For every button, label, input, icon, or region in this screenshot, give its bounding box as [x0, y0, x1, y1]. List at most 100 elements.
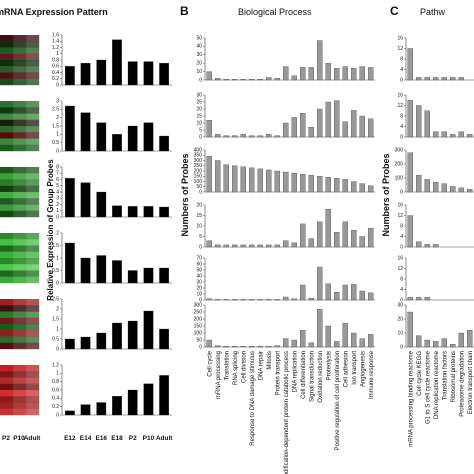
x-tick-label: mRNA processing binding reactome — [408, 350, 414, 446]
heatmap-cell — [0, 167, 14, 174]
y-tick-label: 30 — [196, 279, 202, 285]
y-tick-label: 250 — [194, 163, 203, 169]
heatmap-cell — [26, 390, 40, 397]
bar — [308, 175, 314, 193]
y-tick-label: 1 — [56, 326, 59, 332]
heatmap-cell — [26, 377, 40, 384]
heatmap-cell — [0, 198, 14, 205]
heatmap-cell — [26, 53, 40, 61]
y-tick-label: 50 — [196, 35, 202, 41]
bar — [223, 346, 229, 348]
heatmap-cell — [26, 383, 40, 391]
heatmap-cell — [0, 113, 14, 120]
bar — [283, 240, 289, 248]
y-tick-label: 100 — [194, 330, 203, 336]
bar — [249, 299, 255, 301]
y-tick-label: 0 — [199, 77, 202, 83]
bar — [112, 396, 122, 416]
x-tick-label: Adult — [156, 435, 173, 442]
panel-title: Pathw — [420, 7, 446, 17]
bar — [334, 232, 340, 248]
bar — [232, 165, 238, 193]
heatmap-cell — [13, 299, 27, 306]
bar — [416, 77, 422, 81]
bar — [143, 310, 154, 350]
x-tick-label: E18 — [111, 435, 123, 442]
heatmap-cell — [0, 377, 14, 384]
bar — [291, 339, 297, 348]
bar — [143, 267, 154, 284]
y-tick-label: 0 — [56, 346, 59, 352]
bar — [274, 345, 280, 348]
heatmap-cell — [0, 336, 14, 343]
bar — [291, 172, 297, 193]
y-tick-label: 10 — [196, 69, 202, 75]
bar — [300, 223, 306, 248]
bar — [266, 77, 272, 81]
heatmap-cell — [0, 396, 14, 403]
x-tick-label: Signal transduction — [309, 351, 315, 402]
heatmap-cell — [26, 192, 40, 199]
bar — [342, 179, 348, 193]
bar — [64, 410, 75, 416]
x-tick-label: E12 — [64, 435, 76, 442]
bar — [240, 166, 246, 193]
bar — [206, 71, 212, 81]
heatmap-cell — [13, 245, 27, 252]
heatmap-cell — [0, 138, 14, 145]
heatmap-cell — [13, 396, 27, 403]
bar — [274, 170, 280, 193]
bar — [64, 66, 75, 86]
heatmap-cell — [13, 311, 27, 318]
bar — [96, 255, 107, 284]
y-axis-label: Numbers of Probes — [180, 153, 190, 236]
bar — [308, 298, 314, 301]
heatmap-cell — [26, 185, 40, 193]
y-tick-label: 10 — [196, 291, 202, 297]
bar — [215, 345, 221, 348]
heatmap-cell — [13, 66, 27, 73]
y-tick-label: 30 — [196, 52, 202, 58]
bar — [249, 167, 255, 193]
bar — [232, 346, 238, 348]
x-tick-label: Electron transport chain — [468, 351, 474, 414]
bar — [223, 164, 229, 193]
y-tick-label: 0 — [199, 344, 202, 350]
bar — [274, 299, 280, 301]
y-tick-label: 0.6 — [52, 387, 59, 393]
bar — [127, 389, 138, 416]
bar — [325, 101, 331, 138]
bar — [368, 118, 374, 138]
y-tick-label: 4 — [400, 234, 403, 240]
heatmap-cell — [0, 78, 14, 86]
bar — [407, 311, 413, 348]
y-tick-label: 60 — [196, 261, 202, 267]
heatmap-cell — [0, 365, 14, 372]
y-tick-label: 16 — [397, 202, 403, 208]
bar — [441, 183, 447, 193]
y-tick-label: 10 — [196, 120, 202, 126]
bar — [283, 66, 289, 81]
bar — [407, 100, 413, 138]
bar — [424, 110, 430, 138]
y-tick-label: 250 — [194, 309, 203, 315]
bar — [215, 299, 221, 301]
bar — [407, 48, 413, 81]
y-tick-label: 350 — [194, 153, 203, 159]
bar — [325, 177, 331, 193]
y-tick-label: 5 — [199, 234, 202, 240]
bar — [359, 183, 365, 193]
bar — [351, 68, 357, 81]
bar — [257, 79, 263, 81]
heatmap-cell — [26, 126, 40, 133]
heatmap-cell — [13, 185, 27, 193]
heatmap-cell — [0, 264, 14, 271]
y-tick-label: 8 — [400, 223, 403, 229]
x-tick-label: mRNA processing — [216, 351, 222, 399]
bar — [325, 63, 331, 81]
y-tick-label: 200 — [194, 316, 203, 322]
bar — [416, 175, 422, 193]
heatmap-cell — [0, 53, 14, 61]
bar — [249, 346, 255, 348]
y-tick-label: 1.5 — [52, 243, 59, 249]
